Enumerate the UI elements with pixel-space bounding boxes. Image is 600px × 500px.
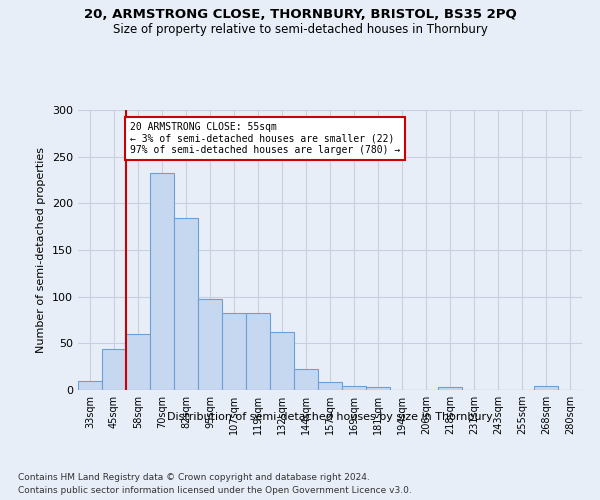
Bar xyxy=(246,312,270,390)
Bar xyxy=(534,386,558,390)
Text: Contains HM Land Registry data © Crown copyright and database right 2024.: Contains HM Land Registry data © Crown c… xyxy=(18,472,370,482)
Text: 20, ARMSTRONG CLOSE, THORNBURY, BRISTOL, BS35 2PQ: 20, ARMSTRONG CLOSE, THORNBURY, BRISTOL,… xyxy=(83,8,517,20)
Bar xyxy=(438,387,462,390)
Text: Size of property relative to semi-detached houses in Thornbury: Size of property relative to semi-detach… xyxy=(113,22,487,36)
Bar xyxy=(150,172,174,390)
Bar xyxy=(102,349,126,390)
Bar xyxy=(318,382,342,390)
Text: Distribution of semi-detached houses by size in Thornbury: Distribution of semi-detached houses by … xyxy=(167,412,493,422)
Bar xyxy=(198,300,222,390)
Bar xyxy=(366,387,390,390)
Text: 20 ARMSTRONG CLOSE: 55sqm
← 3% of semi-detached houses are smaller (22)
97% of s: 20 ARMSTRONG CLOSE: 55sqm ← 3% of semi-d… xyxy=(130,122,400,156)
Bar xyxy=(342,386,366,390)
Bar xyxy=(78,380,102,390)
Bar xyxy=(174,218,198,390)
Bar xyxy=(126,334,150,390)
Bar xyxy=(222,312,246,390)
Bar xyxy=(294,368,318,390)
Y-axis label: Number of semi-detached properties: Number of semi-detached properties xyxy=(37,147,46,353)
Bar xyxy=(270,332,294,390)
Text: Contains public sector information licensed under the Open Government Licence v3: Contains public sector information licen… xyxy=(18,486,412,495)
